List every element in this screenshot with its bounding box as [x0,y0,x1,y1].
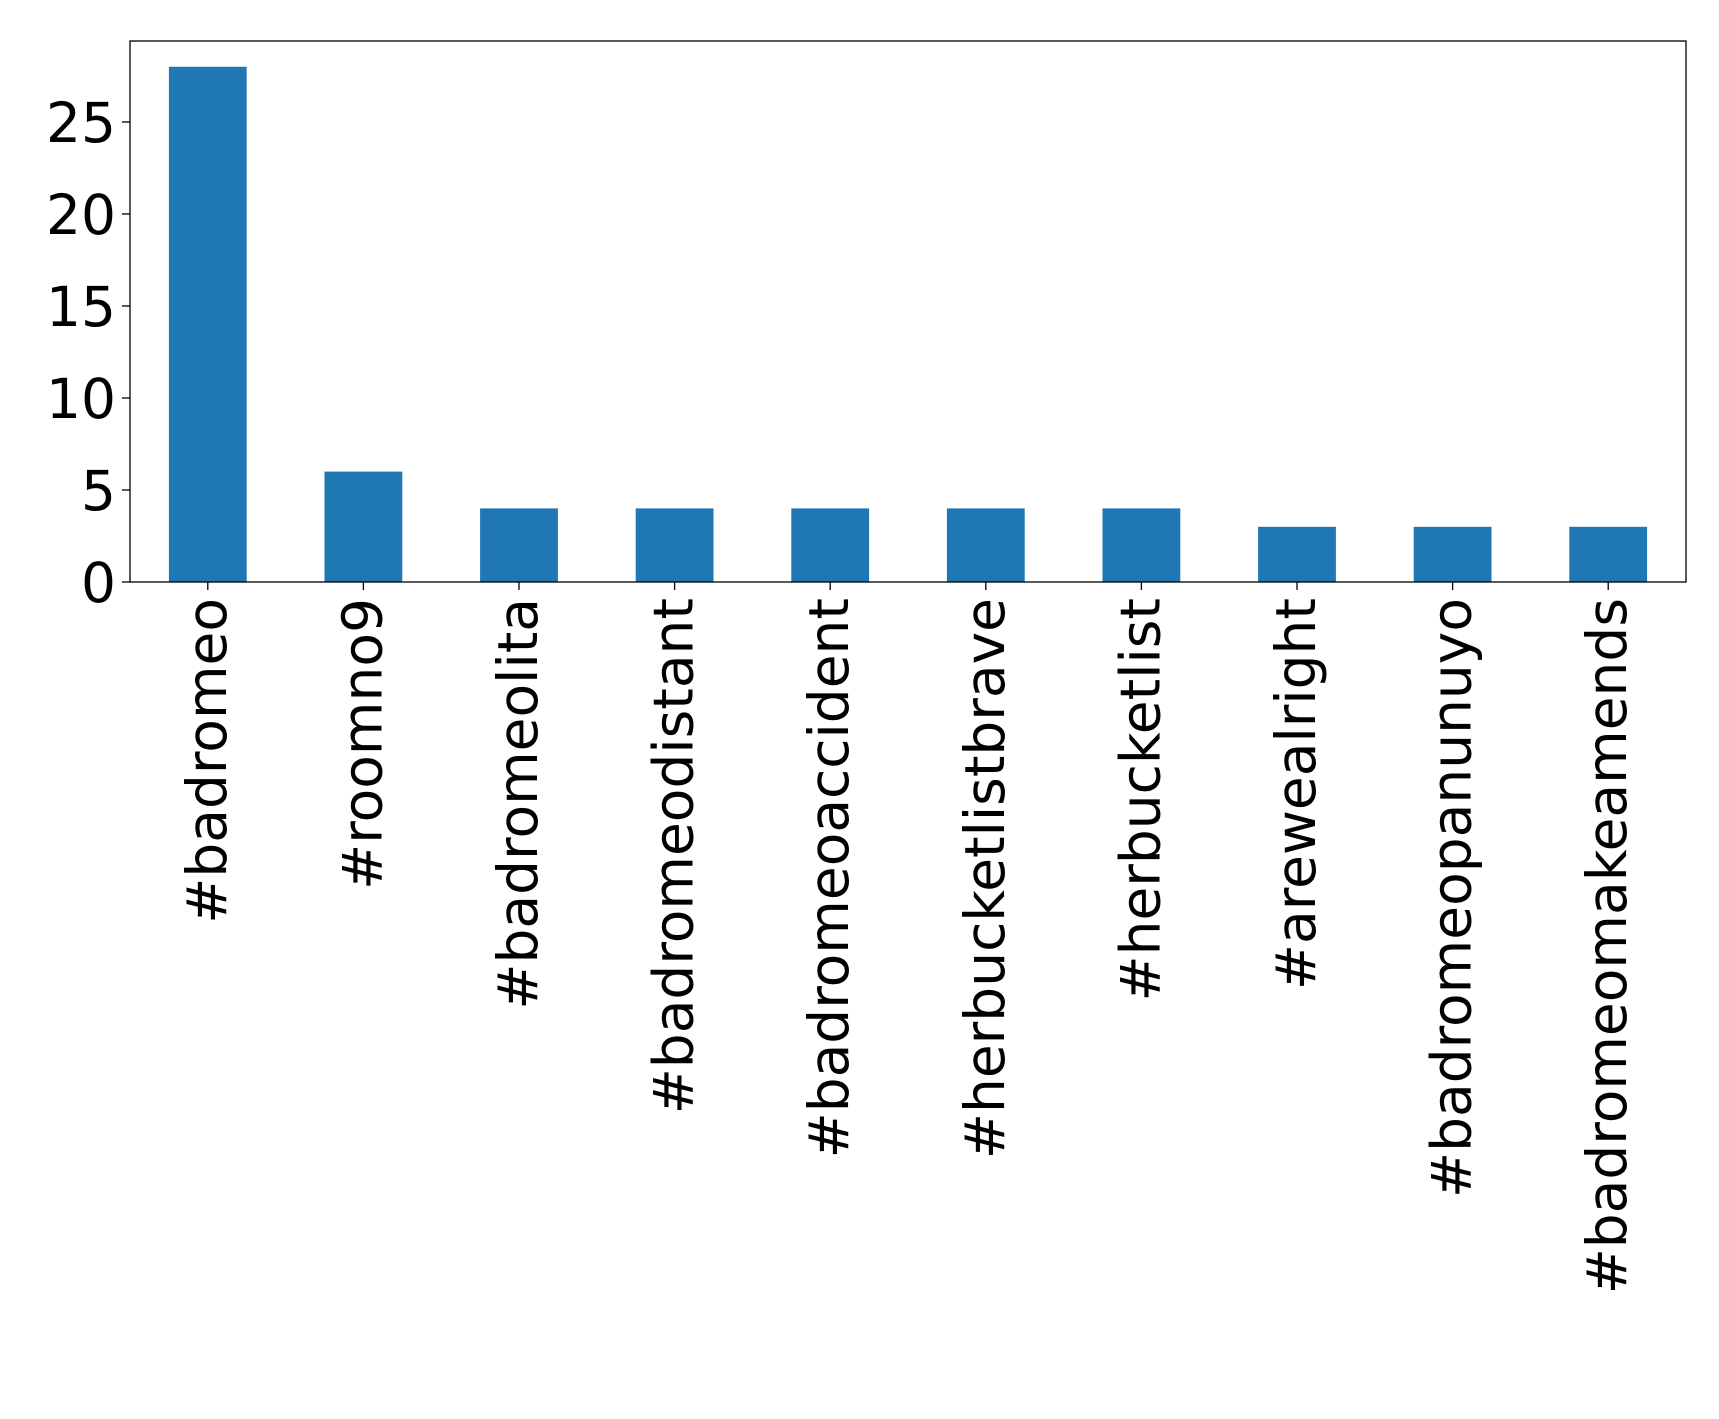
bar-0 [168,66,247,582]
x-axis: #badromeo #roomno9 #badromeolita #badromeod… [175,582,1639,1294]
bar-5 [946,508,1025,582]
x-tick-label: #badromeoaccident [797,598,861,1158]
y-axis: 0 5 10 15 20 25 [46,91,130,615]
x-tick-label: #badromeopanunuyo [1420,598,1484,1198]
bar-2 [480,508,558,582]
y-tick-label: 20 [46,183,116,247]
x-tick-label: #badromeomakeamends [1575,598,1639,1294]
x-tick-label: #roomno9 [330,598,394,890]
x-tick-label: #arewealright [1264,598,1328,990]
bars-group [168,66,1648,582]
plot-frame [129,40,1687,583]
y-tick-label: 5 [81,459,116,523]
bar-8 [1413,526,1492,582]
x-tick-label: #badromeolita [486,598,550,1010]
x-tick-label: #badromeodistant [642,598,706,1114]
bar-9 [1569,526,1648,582]
bar-4 [791,508,870,582]
y-tick-label: 25 [46,91,116,155]
bar-3 [635,508,714,582]
y-tick-label: 10 [46,367,116,431]
x-tick-label: #herbucketlistbrave [953,598,1017,1159]
bar-7 [1258,526,1336,582]
bar-1 [324,471,403,582]
x-tick-label: #badromeo [175,598,239,924]
x-tick-label: #herbucketlist [1108,598,1172,1001]
y-tick-label: 15 [46,275,116,339]
y-tick-label: 0 [81,551,116,615]
bar-6 [1102,508,1181,582]
